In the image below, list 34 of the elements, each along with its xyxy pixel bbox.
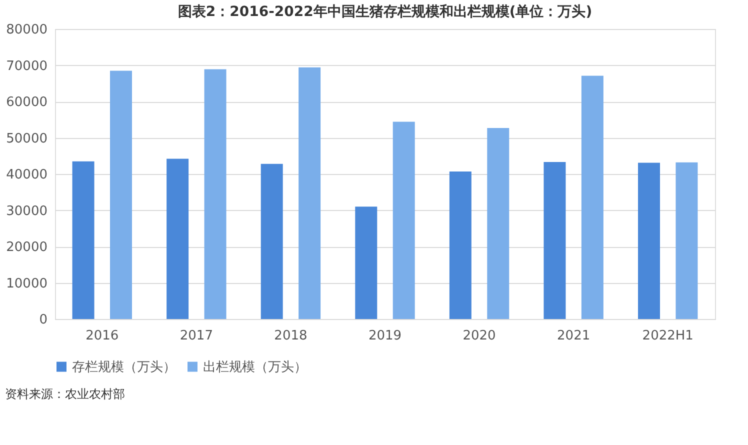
y-tick-label: 20000	[6, 240, 48, 255]
x-tick-label: 2017	[180, 328, 213, 344]
x-tick-label: 2016	[86, 328, 119, 344]
y-tick-label: 70000	[6, 58, 48, 74]
bar	[392, 122, 415, 319]
bar	[676, 162, 698, 319]
x-tick-label: 2021	[557, 328, 590, 344]
bar	[166, 158, 189, 319]
chart-title: 图表2：2016-2022年中国生猪存栏规模和出栏规模(单位：万头)	[178, 4, 592, 20]
y-tick-label: 50000	[6, 131, 48, 146]
y-tick-label: 60000	[6, 95, 48, 110]
y-tick-label: 0	[39, 312, 48, 328]
bar	[260, 164, 283, 319]
bar	[110, 70, 132, 319]
legend-label: 出栏规模（万头）	[203, 360, 307, 375]
y-tick-label: 30000	[6, 204, 48, 219]
bar	[298, 67, 321, 319]
x-tick-label: 2022H1	[642, 328, 694, 344]
x-tick-label: 2018	[274, 328, 308, 344]
bar	[581, 76, 604, 319]
bar	[638, 162, 660, 319]
bar	[487, 128, 510, 319]
bar	[544, 162, 566, 319]
text: 资料来源：农业农村部	[5, 387, 125, 401]
x-tick-label: 2019	[368, 328, 402, 344]
bar	[355, 206, 378, 319]
y-tick-label: 40000	[6, 168, 48, 182]
y-tick-label: 80000	[6, 22, 48, 38]
bar	[72, 161, 94, 319]
y-tick-label: 10000	[6, 276, 48, 292]
bar	[204, 69, 226, 319]
bar	[449, 171, 472, 319]
x-tick-label: 2020	[462, 328, 496, 344]
legend-label: 存栏规模（万头）	[72, 360, 176, 375]
